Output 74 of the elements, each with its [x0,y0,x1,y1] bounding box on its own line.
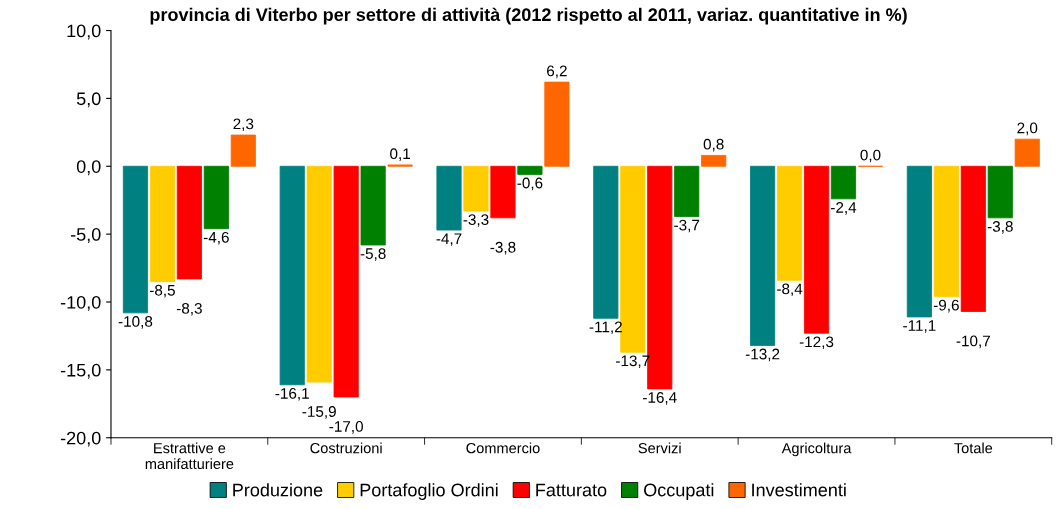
x-tick-label: Estrattive e manifatturiere [145,442,234,470]
bar [750,165,776,346]
data-label: 0,0 [860,149,881,163]
chart-title: provincia di Viterbo per settore di attività (2012 rispetto al 2011, variaz. quantitative in %) [150,7,907,25]
y-tick-label: -20,0 [60,431,101,447]
data-label: -4,6 [203,231,229,245]
data-label: -10,8 [118,316,153,329]
bar [593,165,619,319]
bar [830,165,857,200]
bar [803,165,830,334]
data-label: -3,3 [463,214,489,227]
data-label: -8,5 [149,284,175,298]
bar [176,165,202,280]
y-tick-label: -5,0 [70,228,101,243]
x-tick-label: Servizi [638,442,681,454]
bar [230,134,256,167]
bar [517,165,543,175]
y-tick-label: 5,0 [76,92,101,108]
legend-label: Portafoglio Ordini [360,483,498,500]
bar [463,165,489,212]
x-tick-label: Agricoltura [781,442,852,457]
bar [490,165,516,219]
bar [777,165,803,281]
bar [122,165,148,314]
data-label: -13,2 [745,348,780,362]
y-tick-label: -10,0 [60,295,101,311]
data-label: -16,4 [643,392,677,405]
data-label: -3,8 [987,221,1013,234]
bar [203,165,229,230]
data-label: -15,9 [302,406,336,419]
data-label: -11,1 [903,320,936,333]
data-label: -2,4 [831,202,857,215]
data-label: -9,6 [933,299,959,313]
data-label: 0,1 [390,148,410,161]
data-label: -4,7 [436,233,462,246]
bar [620,165,646,353]
data-label: -3,8 [490,241,516,255]
bar [674,165,700,217]
data-label: -10,7 [956,335,990,349]
x-tick-label: Commercio [466,442,540,454]
x-tick-label: Totale [954,442,993,454]
bar [360,165,386,246]
data-label: -8,4 [777,283,803,297]
data-label: -16,1 [275,387,309,401]
legend-label: Occupati [644,483,714,500]
bar [544,81,570,167]
bar [306,165,332,383]
bar [333,165,359,398]
y-tick-label: 10,0 [67,24,101,40]
legend-label: Fatturato [536,483,607,497]
data-label: -5,8 [360,248,386,261]
data-label: 0,8 [703,138,724,152]
data-label: -17,0 [329,421,363,434]
bar [701,154,727,167]
bar [279,165,305,386]
data-label: 2,3 [233,118,254,132]
bar [960,165,986,312]
data-label: -3,7 [674,219,700,233]
bar [933,165,959,297]
legend-label: Produzione [233,483,323,497]
bar [436,165,462,231]
data-label: -0,6 [517,177,543,191]
x-tick-label: Costruzioni [310,442,382,454]
data-label: 6,2 [547,65,567,79]
bar [1014,138,1040,167]
data-label: -8,3 [176,302,202,316]
bar [149,165,175,283]
bar [906,165,932,318]
data-label: 2,0 [1017,122,1038,136]
data-label: -12,3 [799,336,834,350]
legend-label: Investimenti [752,483,846,497]
bar [987,165,1013,219]
y-tick-label: -15,0 [60,363,101,379]
y-tick-label: 0,0 [76,160,101,176]
